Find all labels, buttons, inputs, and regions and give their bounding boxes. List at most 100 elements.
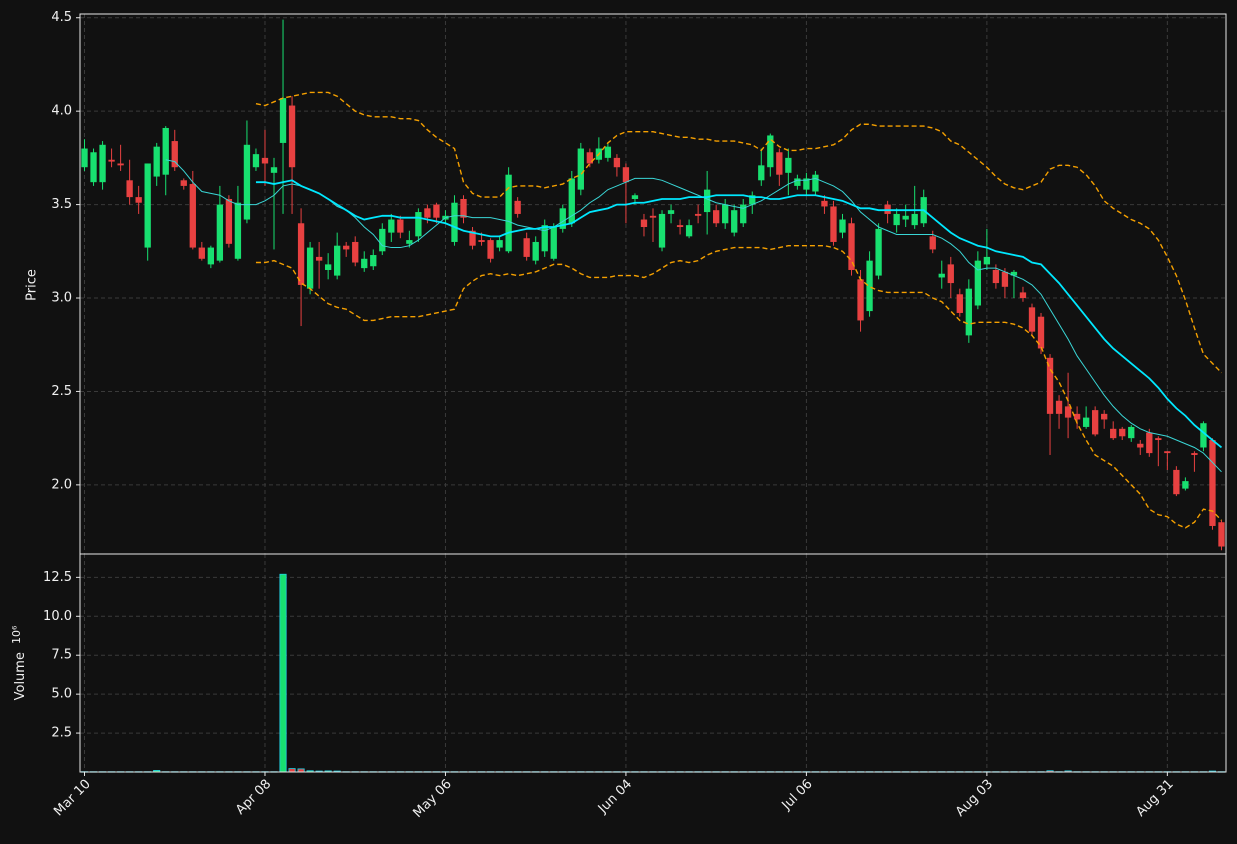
candle-body <box>1037 316 1045 349</box>
candle-body <box>803 178 810 190</box>
candle-body <box>1001 271 1009 287</box>
candle-body <box>234 202 242 259</box>
candle-body <box>649 215 657 218</box>
candle-body <box>505 174 512 252</box>
y-axis-label: Price <box>25 269 40 301</box>
candle-body <box>812 174 819 192</box>
y-tick-label: 4.5 <box>51 10 72 25</box>
overlay-line <box>255 91 1222 374</box>
candle-body <box>1173 469 1180 495</box>
candle-body <box>929 236 936 250</box>
candle-body <box>288 105 296 168</box>
candle-body <box>1182 481 1189 489</box>
candle-body <box>415 212 422 237</box>
candle-body <box>956 294 963 313</box>
y-tick-label: 3.5 <box>51 197 72 212</box>
y-tick-label: 2.5 <box>51 384 72 399</box>
candle-body <box>911 213 918 226</box>
volume-tick-label: 5.0 <box>51 687 72 702</box>
candle-body <box>279 98 287 143</box>
candle-body <box>722 204 729 224</box>
candle-body <box>81 148 88 168</box>
volume-tick-label: 7.5 <box>51 648 72 663</box>
candle-body <box>667 210 675 214</box>
candle-body <box>749 195 756 205</box>
candle-body <box>1209 440 1216 526</box>
candle-body <box>180 180 187 186</box>
candle-body <box>541 225 548 252</box>
candle-body <box>1164 451 1171 454</box>
candle-body <box>1073 413 1081 420</box>
candle-body <box>352 241 359 263</box>
candle-body <box>99 144 106 183</box>
y-tick-label: 3.0 <box>51 291 72 306</box>
candle-body <box>893 213 900 226</box>
candle-body <box>622 167 630 183</box>
candle-body <box>1010 271 1018 276</box>
candle-body <box>388 219 395 233</box>
candle-body <box>406 240 413 244</box>
volume-bar <box>288 768 296 773</box>
candle-body <box>424 208 431 218</box>
candle-body <box>532 241 539 261</box>
candle-body <box>1119 428 1126 437</box>
candle-body <box>577 148 584 190</box>
volume-tick-label: 10.0 <box>43 609 72 624</box>
candle-body <box>992 269 1000 284</box>
candle-body <box>676 225 684 228</box>
candle-body <box>1218 522 1225 547</box>
candle-body <box>857 279 864 321</box>
candle-body <box>1200 423 1207 448</box>
candle-body <box>1155 438 1162 441</box>
candle-body <box>397 219 404 233</box>
candle-body <box>171 141 178 168</box>
candle-body <box>1082 417 1090 427</box>
grid <box>80 14 1226 772</box>
candle-body <box>270 167 278 173</box>
candle-body <box>884 204 891 214</box>
candle-body <box>713 210 720 224</box>
candle-body <box>902 215 909 220</box>
volume-bar <box>279 573 287 773</box>
volume-label: Volume <box>13 652 28 700</box>
candle-body <box>740 204 747 224</box>
candle-body <box>1046 357 1054 414</box>
volume-tick-label: 12.5 <box>43 570 72 585</box>
candle-body <box>162 127 169 175</box>
y-tick-label: 4.0 <box>51 104 72 119</box>
candle-body <box>631 195 639 199</box>
volume-axis-label: Volume 10⁶ <box>10 625 28 700</box>
candle-body <box>90 152 97 183</box>
candle-body <box>1101 413 1108 420</box>
candle-body <box>685 225 693 237</box>
candle-body <box>135 197 142 203</box>
candle-body <box>379 228 386 252</box>
candle-body <box>469 230 476 246</box>
candle-body <box>117 163 124 166</box>
candle-body <box>767 135 774 168</box>
candle-body <box>974 260 982 306</box>
candle-body <box>315 256 323 261</box>
candle-body <box>1137 443 1144 448</box>
candle-body <box>866 260 873 312</box>
candle-body <box>947 264 954 284</box>
candle-body <box>640 219 648 228</box>
candle-body <box>821 200 828 207</box>
candle-body <box>1146 432 1153 454</box>
volume-frame <box>79 553 1227 773</box>
candle-body <box>613 157 621 168</box>
candle-body <box>144 163 151 248</box>
candle-body <box>496 240 503 248</box>
candle-body <box>1091 410 1099 435</box>
y-tick-label: 2.0 <box>51 477 72 492</box>
candle-body <box>514 200 521 214</box>
candle-body <box>1055 400 1063 414</box>
candle-body <box>1128 426 1135 439</box>
candle-body <box>1028 307 1036 332</box>
candle-body <box>550 227 557 259</box>
candle-body <box>126 180 133 198</box>
candle-body <box>703 189 711 213</box>
candle-body <box>875 228 882 276</box>
